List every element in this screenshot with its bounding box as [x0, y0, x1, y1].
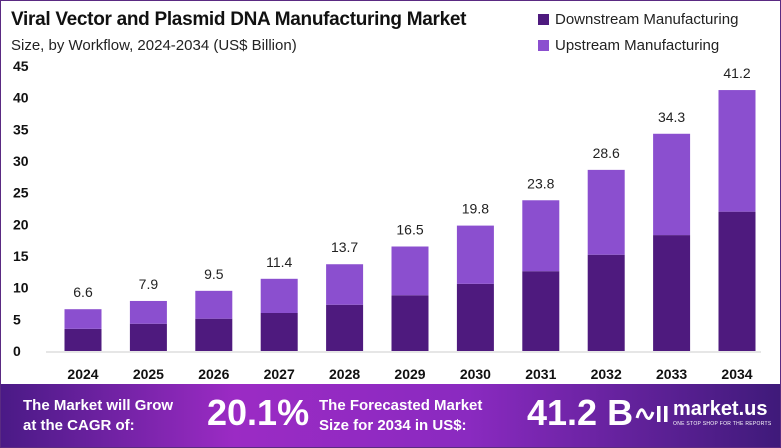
bar-total-label: 11.4 [266, 254, 292, 270]
y-tick-label: 15 [13, 248, 29, 264]
y-tick-label: 20 [13, 216, 29, 232]
forecast-label: The Forecasted Market Size for 2034 in US… [319, 397, 483, 434]
bar-segment-upstream [587, 169, 625, 255]
chart-subtitle: Size, by Workflow, 2024-2034 (US$ Billio… [11, 37, 297, 54]
x-tick-label: 2031 [525, 366, 556, 382]
bar-segment-downstream [522, 271, 560, 351]
cagr-label: The Market will Grow at the CAGR of: [23, 397, 174, 434]
bar-chart: 0510152025303540456.620247.920259.520261… [13, 58, 761, 382]
bar-segment-upstream [718, 90, 756, 212]
bar-total-label: 16.5 [396, 222, 423, 238]
y-tick-label: 35 [13, 121, 29, 137]
bar-segment-upstream [260, 278, 298, 313]
x-tick-label: 2032 [591, 366, 622, 382]
bar-segment-downstream [129, 323, 167, 351]
x-tick-label: 2033 [656, 366, 687, 382]
bar-total-label: 19.8 [462, 201, 489, 217]
x-tick-label: 2028 [329, 366, 360, 382]
bar-total-label: 13.7 [331, 239, 358, 255]
y-tick-label: 0 [13, 343, 21, 359]
forecast-value: 41.2 B [527, 392, 634, 433]
bar-segment-downstream [456, 283, 494, 351]
legend-label: Downstream Manufacturing [555, 11, 739, 28]
y-tick-label: 30 [13, 153, 29, 169]
bar-total-label: 34.3 [658, 109, 685, 125]
bar-segment-downstream [653, 235, 691, 351]
logo-icon [635, 405, 668, 422]
summary-banner: The Market will Grow at the CAGR of: 20.1… [1, 384, 780, 447]
legend-item-downstream: Downstream Manufacturing [538, 11, 738, 28]
y-tick-label: 40 [13, 90, 29, 106]
bar-segment-upstream [391, 246, 429, 296]
legend-swatch [538, 14, 549, 25]
bar-segment-downstream [64, 328, 102, 351]
bar-segment-downstream [195, 318, 233, 351]
bar-segment-upstream [64, 309, 102, 329]
y-tick-label: 25 [13, 185, 29, 201]
cagr-value: 20.1% [207, 392, 310, 433]
x-tick-label: 2025 [133, 366, 164, 382]
bar-segment-downstream [587, 254, 625, 351]
bar-total-label: 9.5 [204, 266, 224, 282]
bar-segment-upstream [195, 290, 233, 319]
bar-segment-downstream [718, 211, 756, 351]
x-tick-label: 2034 [721, 366, 752, 382]
bar-segment-downstream [391, 295, 429, 351]
bar-segment-upstream [129, 300, 167, 324]
bar-segment-upstream [653, 133, 691, 236]
chart-title: Viral Vector and Plasmid DNA Manufacturi… [11, 9, 467, 30]
bar-total-label: 41.2 [723, 65, 750, 81]
bar-segment-upstream [326, 264, 364, 305]
y-tick-label: 10 [13, 280, 29, 296]
x-tick-label: 2027 [264, 366, 295, 382]
legend-label: Upstream Manufacturing [555, 37, 720, 54]
bar-total-label: 7.9 [139, 276, 159, 292]
legend-swatch [538, 40, 549, 51]
bar-segment-upstream [456, 225, 494, 284]
bar-segment-downstream [326, 304, 364, 351]
market-us-logo: market.us ONE STOP SHOP FOR THE REPORTS [633, 398, 772, 427]
y-tick-label: 45 [13, 58, 29, 74]
x-tick-label: 2024 [67, 366, 98, 382]
x-tick-label: 2026 [198, 366, 229, 382]
y-tick-label: 5 [13, 311, 21, 327]
bar-total-label: 23.8 [527, 175, 554, 191]
bar-segment-upstream [522, 200, 560, 272]
x-tick-label: 2030 [460, 366, 491, 382]
legend-item-upstream: Upstream Manufacturing [538, 37, 719, 54]
x-tick-label: 2029 [394, 366, 425, 382]
bar-segment-downstream [260, 313, 298, 351]
bar-total-label: 6.6 [73, 284, 93, 300]
bar-total-label: 28.6 [593, 145, 620, 161]
